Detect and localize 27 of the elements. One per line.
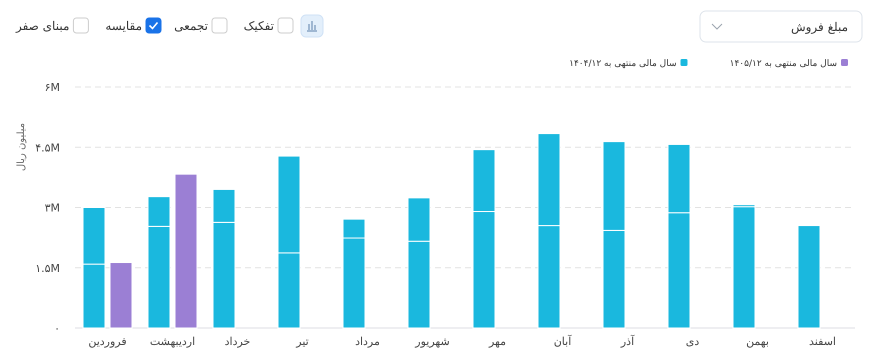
y-tick-label: ۳M xyxy=(44,202,60,214)
x-tick-label: اردیبهشت xyxy=(150,335,196,348)
y-tick-label: ۴.۵M xyxy=(35,141,60,154)
y-axis-title: میلیون ریال xyxy=(16,122,27,172)
y-tick-label: ۱.۵M xyxy=(35,262,60,275)
text: مبلغ فروش xyxy=(790,20,848,34)
legend-label: سال مالی منتهی به ۱۴۰۵/۱۲ xyxy=(730,59,837,69)
text: مقایسه xyxy=(105,19,142,33)
legend-label: سال مالی منتهی به ۱۴۰۴/۱۲ xyxy=(569,59,676,69)
x-tick-label: دی xyxy=(686,335,700,348)
x-tick-label: خرداد xyxy=(224,335,250,348)
x-tick-label: بهمن xyxy=(746,335,769,348)
x-tick-label: آذر xyxy=(620,334,636,348)
text: تفکیک xyxy=(244,19,274,33)
x-tick-label: اسفند xyxy=(809,335,836,348)
text: تجمعی xyxy=(174,19,208,33)
text: مبنای صفر xyxy=(14,19,70,33)
y-tick-label: ۰ xyxy=(54,322,60,335)
y-tick-label: ۶M xyxy=(44,81,60,94)
x-tick-label: شهریور xyxy=(414,335,450,348)
x-tick-label: مهر xyxy=(488,335,506,348)
x-tick-label: تیر xyxy=(295,335,309,348)
x-tick-label: مرداد xyxy=(355,335,380,348)
bar xyxy=(732,206,756,328)
x-tick-label: آبان xyxy=(554,334,572,348)
bar xyxy=(798,225,820,328)
x-tick-label: فروردین xyxy=(88,335,127,348)
